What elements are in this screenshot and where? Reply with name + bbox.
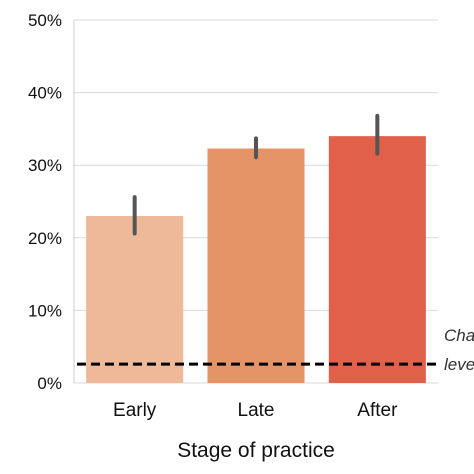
error-bars [132,113,380,236]
bar-after [328,136,426,383]
y-tick-label: 40% [28,84,62,103]
y-axis-ticks: 0% 10% 20% 30% 40% 50% [28,11,62,393]
category-label-after: After [357,400,398,421]
category-label-late: Late [238,400,275,421]
category-label-early: Early [113,400,157,421]
x-axis-title: Stage of practice [177,439,335,462]
y-tick-label: 20% [28,229,62,248]
y-tick-label: 30% [28,156,62,175]
y-tick-label: 10% [28,301,62,320]
chance-level-label-line2: leve [444,355,474,374]
y-tick-label: 0% [37,374,62,393]
y-tick-label: 50% [28,11,62,30]
bars [86,136,426,383]
x-axis-category-labels: Early Late After [113,400,398,421]
chance-level-label-line1: Cha [444,326,474,345]
bar-late [207,148,305,383]
bar-early [86,216,184,383]
